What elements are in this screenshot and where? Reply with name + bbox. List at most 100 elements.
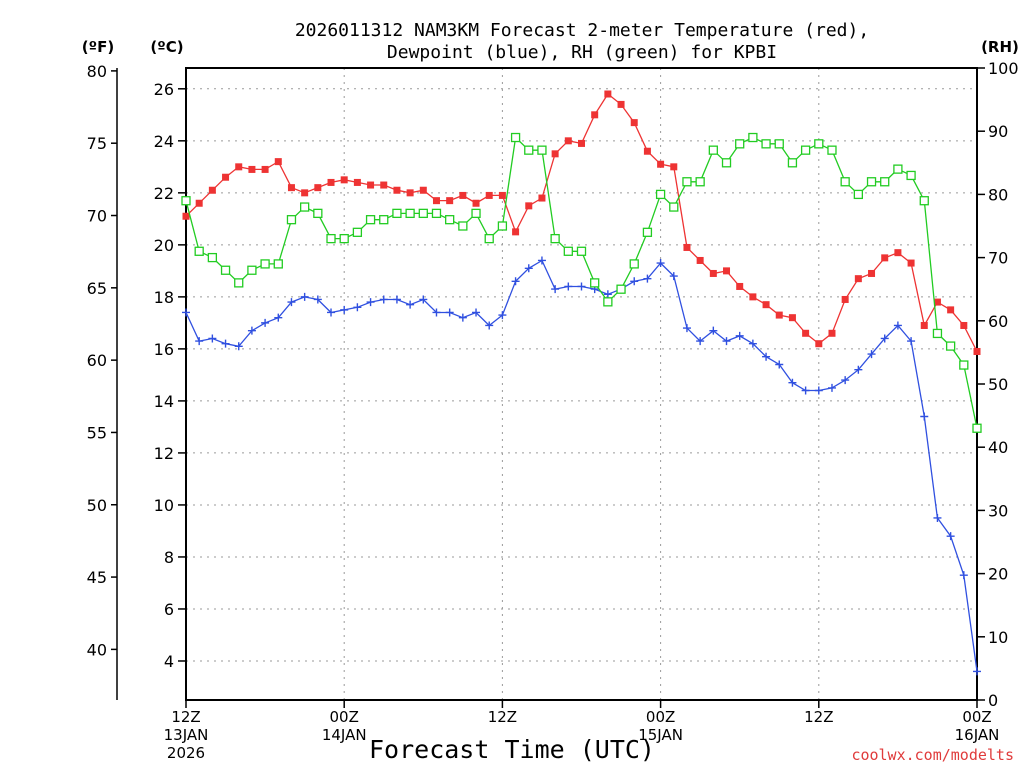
rh-point [247,265,257,275]
dewpoint-point [182,308,190,317]
celsius-tick-label: 4 [164,652,174,671]
dewpoint-point [920,412,929,421]
temperature-point [208,186,216,194]
dewpoint-point [827,383,836,392]
dewpoint-point [564,282,573,291]
temperature-point [617,100,625,108]
temperature-point [854,275,862,283]
rh-tick-label: 100 [988,59,1019,78]
rh-point [972,423,982,433]
rh-point [550,233,560,244]
rh-tick-label: 60 [988,312,1008,331]
chart-title-line-2: Dewpoint (blue), RH (green) for KPBI [387,42,777,63]
temperature-point [815,340,823,348]
rh-point [866,177,877,187]
x-tick-label: 00Z [646,708,675,726]
x-axis-label: Forecast Time (UTC) [369,735,655,764]
dewpoint-point [419,295,428,304]
celsius-tick-label: 10 [154,496,174,515]
temperature-point [182,212,190,220]
rh-point [590,278,600,288]
series-rh [181,132,982,433]
temperature-point [828,329,836,337]
rh-point [669,202,679,212]
fahrenheit-tick-label: 55 [87,423,107,442]
temperature-point [222,173,230,181]
fahrenheit-tick-label: 50 [87,496,107,515]
temperature-point [630,119,638,127]
rh-point [629,259,639,269]
dewpoint-point [814,386,823,395]
rh-point [273,259,283,269]
rh-point [576,246,587,256]
temperature-point [406,189,414,197]
rh-point [431,208,442,219]
celsius-tick-label: 6 [164,600,174,619]
series-temperature [182,90,981,355]
rh-tick-label: 20 [988,565,1008,584]
temperature-point [643,147,651,155]
temperature-point [947,306,955,314]
fahrenheit-tick-label: 40 [87,640,107,659]
rh-point [220,265,231,275]
x-tick-label: 2026 [167,744,205,762]
dewpoint-point [603,290,612,299]
rh-point [181,196,191,206]
rh-tick-label: 0 [988,691,998,710]
dewpoint-point [933,513,942,522]
temperature-point [775,311,783,319]
rh-point [497,221,508,231]
dewpoint-point [353,303,362,312]
x-tick-label: 15JAN [638,726,683,744]
temperature-point [525,202,533,210]
dewpoint-point [327,308,336,317]
dewpoint-point [643,274,652,283]
dewpoint-point [959,571,968,580]
rh-point [682,177,692,187]
dewpoint-point [973,667,981,676]
rh-tick-label: 70 [988,249,1008,268]
temperature-point [380,181,388,189]
rh-unit-label: (RH) [981,38,1019,56]
rh-point [339,233,349,244]
rh-point [959,360,969,370]
rh-point [603,297,613,307]
temperature-point [736,282,744,290]
rh-point [471,208,481,219]
dewpoint-point [867,350,876,359]
rh-point [418,208,428,219]
dewpoint-point [340,305,349,314]
rh-point [932,328,943,339]
rh-point [286,215,297,225]
temperature-point [802,329,810,337]
dewpoint-point [537,256,546,265]
temperature-point [868,269,876,277]
dewpoint-point [735,331,744,340]
rh-point [194,246,204,256]
rh-tick-label: 40 [988,438,1008,457]
dewpoint-point [722,337,731,346]
celsius-tick-label: 14 [154,392,174,411]
rh-point [458,221,468,231]
rh-point [260,259,270,269]
temperature-point [657,160,665,168]
dewpoint-point [682,324,691,333]
rh-tick-label: 50 [988,375,1008,394]
dewpoint-point [907,337,916,346]
rh-point [563,246,573,256]
dewpoint-point [656,259,665,268]
temperature-point [367,181,375,189]
temperature-point [393,186,401,194]
temperature-point [538,194,546,202]
dewpoint-point [313,295,322,304]
rh-point [945,341,956,351]
dewpoint-point [669,272,678,281]
rh-tick-label: 80 [988,185,1008,204]
rh-point [234,278,244,288]
dewpoint-point [458,313,467,322]
temperature-point [841,295,849,303]
rh-point [537,145,547,155]
dewpoint-point [366,298,375,307]
dewpoint-point [472,308,481,317]
